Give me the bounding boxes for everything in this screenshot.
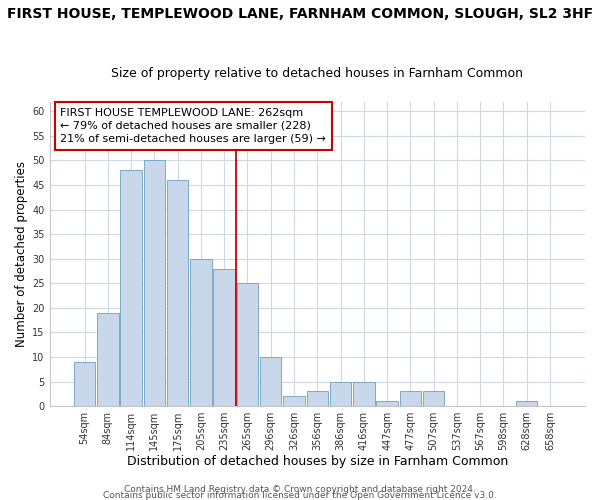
Bar bbox=[214, 268, 235, 406]
Bar bbox=[330, 382, 351, 406]
Bar bbox=[190, 258, 212, 406]
Bar bbox=[260, 357, 281, 406]
Text: Contains public sector information licensed under the Open Government Licence v3: Contains public sector information licen… bbox=[103, 490, 497, 500]
Text: FIRST HOUSE TEMPLEWOOD LANE: 262sqm
← 79% of detached houses are smaller (228)
2: FIRST HOUSE TEMPLEWOOD LANE: 262sqm ← 79… bbox=[60, 108, 326, 144]
Bar bbox=[353, 382, 374, 406]
Bar bbox=[121, 170, 142, 406]
Bar bbox=[143, 160, 165, 406]
Bar bbox=[237, 284, 258, 406]
X-axis label: Distribution of detached houses by size in Farnham Common: Distribution of detached houses by size … bbox=[127, 454, 508, 468]
Bar bbox=[97, 313, 119, 406]
Text: Contains HM Land Registry data © Crown copyright and database right 2024.: Contains HM Land Registry data © Crown c… bbox=[124, 484, 476, 494]
Bar bbox=[283, 396, 305, 406]
Y-axis label: Number of detached properties: Number of detached properties bbox=[15, 161, 28, 347]
Bar bbox=[167, 180, 188, 406]
Bar bbox=[400, 392, 421, 406]
Title: Size of property relative to detached houses in Farnham Common: Size of property relative to detached ho… bbox=[111, 66, 523, 80]
Bar bbox=[516, 401, 538, 406]
Bar bbox=[423, 392, 445, 406]
Bar bbox=[376, 401, 398, 406]
Bar bbox=[74, 362, 95, 406]
Text: FIRST HOUSE, TEMPLEWOOD LANE, FARNHAM COMMON, SLOUGH, SL2 3HF: FIRST HOUSE, TEMPLEWOOD LANE, FARNHAM CO… bbox=[7, 8, 593, 22]
Bar bbox=[307, 392, 328, 406]
